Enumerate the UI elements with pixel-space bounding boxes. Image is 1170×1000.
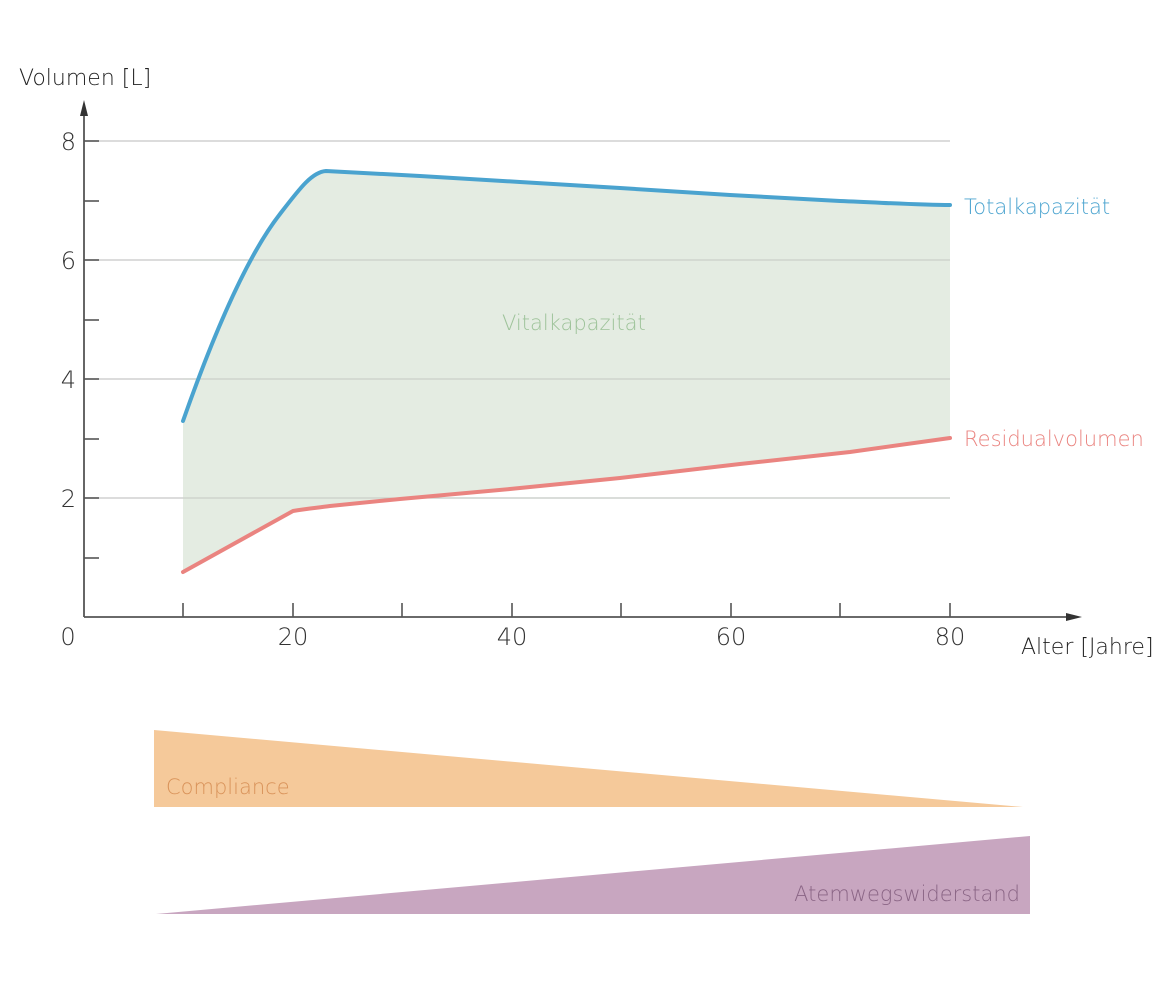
compliance-wedge	[154, 730, 1023, 807]
y-axis-label: Volumen [L]	[19, 66, 151, 91]
x-tick-80: 80	[935, 623, 966, 651]
atemwegswiderstand-label: Atemwegswiderstand	[794, 882, 1020, 906]
totalkapazitaet-line	[181, 169, 952, 423]
y-axis-arrow-icon	[80, 100, 88, 116]
x-axis-label: Alter [Jahre]	[1021, 635, 1154, 660]
y-tick-4: 4	[61, 366, 76, 394]
compliance-label: Compliance	[166, 775, 290, 799]
x-tick-20: 20	[278, 623, 309, 651]
axes	[83, 108, 1072, 618]
x-ticks	[182, 603, 951, 617]
y-ticks	[84, 140, 99, 559]
residualvolumen-line	[181, 436, 952, 574]
grid-lines-overlay	[183, 259, 950, 499]
totalkapazitaet-label: Totalkapazität	[964, 195, 1110, 219]
x-tick-60: 60	[716, 623, 747, 651]
vitalkapazitaet-label: Vitalkapazität	[502, 311, 646, 335]
vitalkapazitaet-area	[183, 171, 950, 572]
origin-label: 0	[60, 623, 75, 651]
y-tick-8: 8	[61, 128, 76, 156]
x-tick-40: 40	[497, 623, 528, 651]
residualvolumen-label: Residualvolumen	[964, 427, 1144, 451]
y-tick-6: 6	[61, 247, 76, 275]
x-axis-arrow-icon	[1066, 613, 1082, 621]
y-tick-2: 2	[61, 485, 76, 513]
atemwegswiderstand-wedge	[156, 836, 1030, 914]
